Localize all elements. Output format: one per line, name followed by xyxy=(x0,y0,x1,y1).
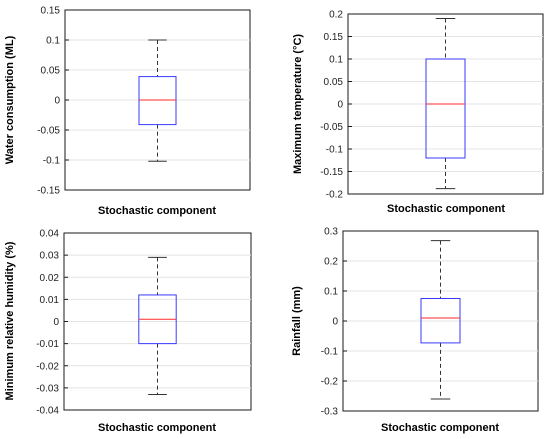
y-tick-label: 0 xyxy=(53,317,59,328)
panel-maximum-temperature: 0.2 0.15 0.1 0.05 0 -0.05 -0.1 -0.15 -0.2 Maximu… xyxy=(292,10,544,215)
y-tick-label: 0.15 xyxy=(41,6,61,17)
y-axis-label: Rainfall (mm) xyxy=(291,286,303,356)
y-tick-label: -0.05 xyxy=(37,126,60,137)
y-tick-label: -0.2 xyxy=(321,377,339,388)
panel-minimum-relative-humidity: 0.04 0.03 0.02 0.01 0 -0.01 -0.02 -0.03 -0.04 Mi… xyxy=(4,229,252,434)
y-tick-label: 0.02 xyxy=(40,273,60,284)
y-tick-label: -0.1 xyxy=(321,347,339,358)
y-tick-label: 0 xyxy=(54,96,60,107)
y-tick-label: -0.1 xyxy=(43,156,61,167)
panel-water-consumption: 0.15 0.1 0.05 0 -0.05 -0.1 -0.15 Water consump… xyxy=(4,6,251,217)
x-axis-label: Stochastic component xyxy=(98,422,216,434)
box-iqr xyxy=(420,298,461,344)
y-tick-label: -0.2 xyxy=(326,190,344,201)
y-tick-label: 0.04 xyxy=(40,229,60,240)
y-tick-label: -0.15 xyxy=(37,186,60,197)
x-axis-label: Stochastic component xyxy=(387,203,505,215)
y-tick-label: 0.05 xyxy=(324,77,344,88)
y-tick-label: 0.2 xyxy=(324,257,338,268)
box-iqr xyxy=(425,58,466,159)
box-iqr xyxy=(138,76,177,126)
y-tick-label: 0.3 xyxy=(324,227,338,238)
y-tick-label: -0.3 xyxy=(321,407,339,418)
y-tick-label: -0.02 xyxy=(36,361,59,372)
panel-rainfall: 0.3 0.2 0.1 0 -0.1 -0.2 -0.3 Rainfall (mm) Sto… xyxy=(291,227,539,434)
y-tick-label: -0.01 xyxy=(36,339,59,350)
y-tick-label: 0.05 xyxy=(41,66,61,77)
y-tick-label: 0.1 xyxy=(324,287,338,298)
y-tick-label: 0.03 xyxy=(40,251,60,262)
y-tick-label: -0.15 xyxy=(320,167,343,178)
y-tick-label: 0 xyxy=(337,100,343,111)
y-tick-label: -0.05 xyxy=(320,122,343,133)
y-tick-label: 0.1 xyxy=(46,36,60,47)
y-tick-label: -0.03 xyxy=(36,383,59,394)
y-tick-label: 0 xyxy=(332,317,338,328)
y-tick-label: 0.01 xyxy=(40,295,60,306)
y-axis-label: Maximum temperature (°C) xyxy=(292,34,304,174)
x-axis-label: Stochastic component xyxy=(98,205,216,217)
x-axis-label: Stochastic component xyxy=(381,422,499,434)
y-tick-label: -0.04 xyxy=(36,406,59,417)
y-axis-label: Minimum relative humidity (%) xyxy=(4,241,16,400)
y-tick-label: 0.15 xyxy=(324,32,344,43)
y-tick-label: 0.1 xyxy=(329,55,343,66)
y-axis-label: Water consumption (ML) xyxy=(4,35,16,164)
y-tick-label: 0.2 xyxy=(329,10,343,21)
y-tick-label: -0.1 xyxy=(326,145,344,156)
